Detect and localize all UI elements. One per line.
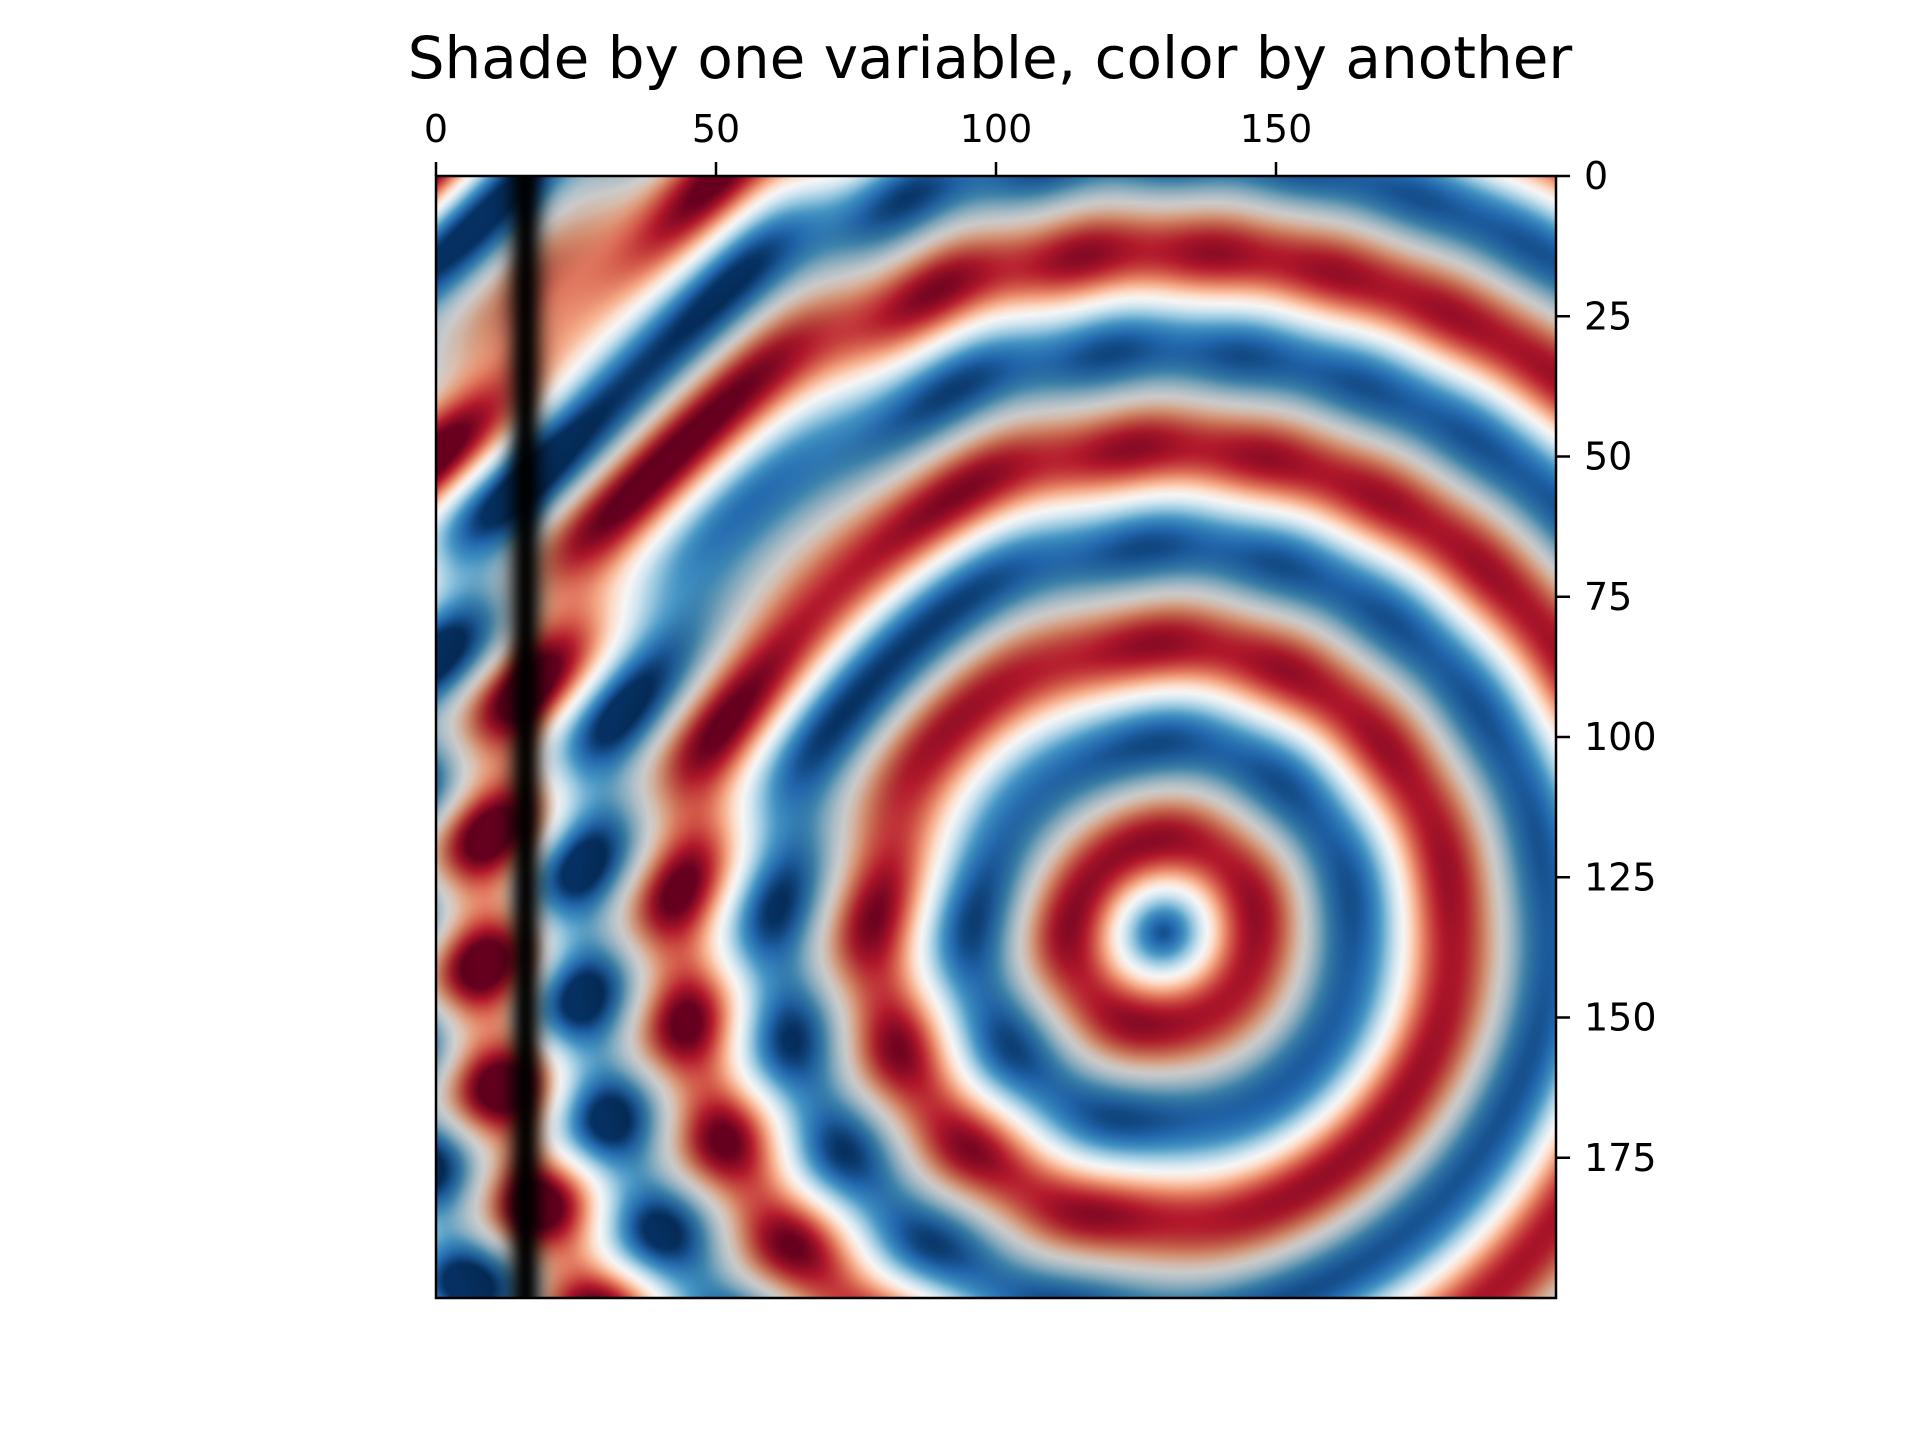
heatmap-plot-area <box>436 176 1556 1298</box>
y-tick-label: 100 <box>1584 715 1657 759</box>
x-axis-top: 0 50 100 150 <box>424 107 1312 176</box>
chart-title: Shade by one variable, color by another <box>408 24 1573 92</box>
x-tick-label: 0 <box>424 107 448 151</box>
y-tick-label: 25 <box>1584 294 1632 338</box>
y-tick-label: 150 <box>1584 996 1657 1040</box>
x-tick-label: 100 <box>960 107 1033 151</box>
y-tick-label: 125 <box>1584 855 1657 899</box>
y-tick-label: 0 <box>1584 154 1608 198</box>
y-tick-label: 75 <box>1584 575 1632 619</box>
x-tick-label: 150 <box>1240 107 1313 151</box>
y-tick-label: 175 <box>1584 1136 1657 1180</box>
y-tick-label: 50 <box>1584 435 1632 479</box>
y-axis-right: 0 25 50 75 100 125 150 175 <box>1556 154 1657 1180</box>
heatmap-image <box>436 176 1556 1298</box>
x-tick-label: 50 <box>692 107 740 151</box>
